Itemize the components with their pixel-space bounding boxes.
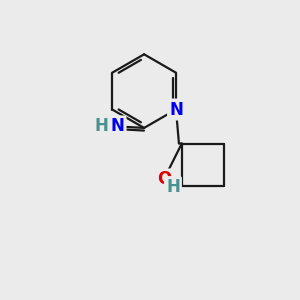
Text: N: N [169, 100, 183, 118]
Text: H: H [94, 117, 108, 135]
Text: N: N [111, 117, 124, 135]
Text: H: H [166, 178, 180, 196]
Text: O: O [157, 170, 171, 188]
